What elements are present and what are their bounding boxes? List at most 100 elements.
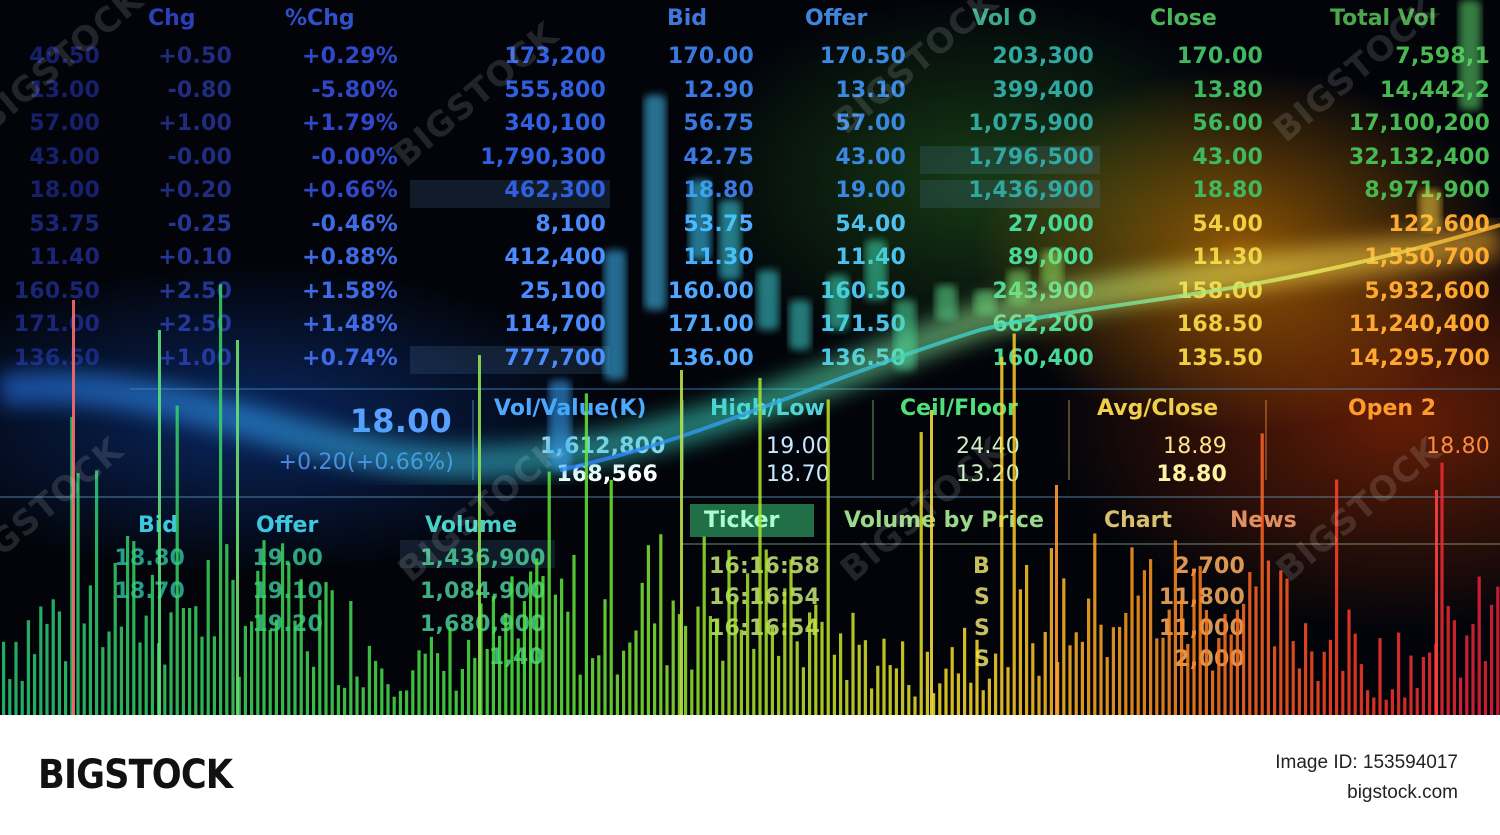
tab-chart[interactable]: Chart	[1104, 508, 1173, 533]
market-cell-total: 17,100,200	[1348, 111, 1490, 136]
divider	[682, 543, 1500, 545]
volume-bar	[324, 582, 328, 715]
tab-ticker[interactable]: Ticker	[690, 504, 814, 537]
volume-bar	[1068, 645, 1072, 715]
header-close: Close	[1150, 6, 1217, 31]
volume-bar	[1347, 609, 1351, 715]
volume-bar	[851, 612, 855, 715]
volume-bar	[708, 615, 712, 715]
volume-bar	[82, 623, 86, 715]
market-cell-last: 13.00	[29, 77, 100, 103]
volume-bar	[560, 578, 564, 715]
volume-bar	[1074, 632, 1078, 715]
volume-bar	[491, 595, 495, 715]
volume-bar	[1111, 627, 1115, 715]
volume-bar	[1397, 632, 1401, 715]
volume-bar	[33, 654, 37, 715]
volume-bar	[814, 604, 818, 715]
volume-bar	[826, 399, 830, 715]
market-cell-close: 170.00	[1176, 44, 1263, 69]
trend-line	[559, 223, 1500, 472]
volume-bar	[1180, 600, 1184, 715]
market-cell-total: 11,240,400	[1348, 312, 1490, 337]
volume-bar	[1415, 687, 1419, 715]
volume-bar	[1310, 651, 1314, 715]
market-cell-close: 135.50	[1176, 345, 1263, 371]
tab-volume-by-price[interactable]: Volume by Price	[844, 508, 1044, 533]
volume-bar	[250, 621, 254, 715]
volume-bar	[1273, 646, 1277, 715]
volume-bar	[448, 627, 452, 715]
volume-bar	[256, 570, 260, 715]
market-cell-vol_b: 1,790,300	[480, 144, 606, 170]
volume-bar	[609, 479, 613, 715]
market-cell-last: 53.75	[29, 211, 100, 237]
depth-header-volume: Volume	[425, 513, 517, 538]
divider	[472, 400, 474, 480]
volume-bar	[405, 690, 409, 715]
volume-spike	[478, 355, 481, 715]
volume-bar	[1006, 667, 1010, 715]
volume-bar	[1161, 637, 1165, 715]
volume-bar	[1341, 670, 1345, 715]
volume-bar	[919, 432, 923, 715]
market-cell-bid: 12.90	[683, 77, 754, 103]
row-highlight	[410, 346, 610, 374]
volume-bar	[1483, 661, 1487, 715]
volume-bar	[1384, 699, 1388, 715]
volume-bar	[299, 579, 303, 715]
volume-bar	[603, 599, 607, 715]
volume-bar	[1266, 560, 1270, 715]
volume-bar	[163, 664, 167, 715]
volume-bar	[1335, 479, 1339, 715]
market-cell-pchg: +0.74%	[302, 345, 398, 371]
volume-bar	[789, 559, 793, 715]
volume-bar	[901, 641, 905, 715]
volume-bar	[14, 641, 18, 715]
volume-bar	[1099, 624, 1103, 715]
volume-bar	[200, 636, 204, 715]
market-cell-last: 43.00	[29, 144, 100, 170]
volume-bar	[516, 638, 520, 715]
volume-bar	[467, 639, 471, 715]
market-cell-vol_b: 340,100	[504, 111, 606, 136]
volume-bar	[876, 665, 880, 715]
volume-bar	[529, 571, 533, 715]
volume-bar	[175, 405, 179, 715]
volume-bars	[2, 284, 1500, 715]
volume-bar	[1366, 690, 1370, 715]
market-cell-offer: 170.50	[819, 44, 906, 69]
volume-bar	[212, 636, 216, 715]
market-cell-close: 168.50	[1176, 312, 1263, 337]
volume-bar	[1204, 610, 1208, 715]
ticker-cell-side: B	[973, 554, 990, 579]
volume-bar	[640, 582, 644, 715]
market-cell-chg: -0.25	[167, 211, 232, 237]
image-id: Image ID: 153594017	[1275, 752, 1458, 773]
volume-bar	[1235, 609, 1239, 715]
market-cell-bid: 56.75	[683, 111, 754, 136]
volume-bar	[188, 607, 192, 715]
volume-bar	[312, 666, 316, 715]
volume-bar	[820, 621, 824, 715]
market-cell-pchg: -5.80%	[311, 77, 398, 103]
row-highlight	[410, 180, 610, 208]
volume-bar	[138, 642, 142, 715]
volume-bar	[1477, 576, 1481, 715]
volume-bar	[1378, 638, 1382, 715]
volume-bar	[597, 655, 601, 715]
volume-bar	[994, 653, 998, 715]
volume-bar	[975, 639, 979, 715]
volume-bar	[39, 606, 43, 715]
volume-bar	[715, 619, 719, 715]
market-cell-close: 43.00	[1192, 144, 1263, 170]
volume-bar	[522, 601, 526, 715]
volume-bar	[839, 633, 843, 715]
candle	[789, 300, 811, 350]
volume-bar	[1192, 570, 1196, 715]
market-cell-pchg: +0.88%	[302, 245, 398, 270]
market-cell-last: 160.50	[13, 278, 100, 304]
volume-bar	[132, 541, 136, 715]
candle	[974, 290, 996, 315]
stock-ticker-backdrop: Chg %Chg Bid Offer Vol O Close Total Vol…	[0, 0, 1500, 715]
